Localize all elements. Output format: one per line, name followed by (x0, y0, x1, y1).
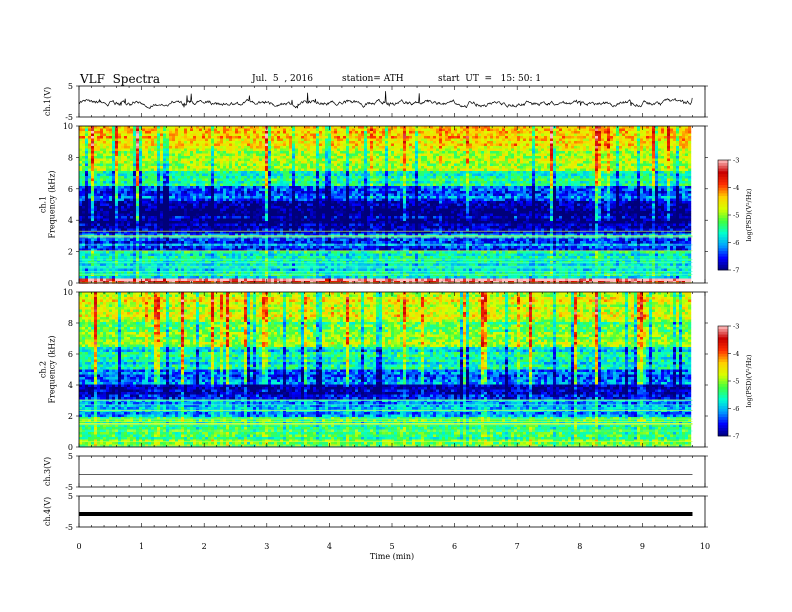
x-tick-label: 7 (515, 542, 520, 551)
ch3-voltage-axes: 5 -5 ch.3(V) (43, 452, 708, 492)
y-tick-label: 4 (68, 381, 73, 390)
colorbar-tick-label: -7 (733, 433, 739, 441)
x-tick-label: 10 (700, 542, 710, 551)
ch1-spectrogram-ylabel: ch.1 (39, 196, 48, 213)
y-tick-label: 10 (63, 288, 73, 297)
x-tick-label: 2 (202, 542, 207, 551)
y-tick-label: 5 (68, 492, 73, 501)
colorbar-tick-label: -4 (733, 184, 739, 192)
y-tick-label: 8 (68, 319, 73, 328)
y-tick-label: 6 (68, 350, 73, 359)
y-tick-label: -5 (65, 523, 73, 532)
ch1-voltage-frame (79, 86, 705, 117)
colorbar-tick-label: -6 (733, 239, 739, 247)
y-tick-label: 8 (68, 153, 73, 162)
y-tick-label: -5 (65, 483, 73, 492)
y-tick-label: 2 (68, 412, 73, 421)
x-tick-label: 5 (389, 542, 394, 551)
ch4-voltage-frame (79, 496, 705, 527)
colorbar-tick-label: -6 (733, 405, 739, 413)
ch4-voltage-ylabel: ch.4(V) (43, 497, 52, 526)
ch1-spectrogram-ylabel: Frequency (kHz) (48, 170, 57, 238)
y-tick-label: 0 (68, 443, 73, 452)
y-tick-label: -5 (65, 113, 73, 122)
ch2-spectrogram-ylabel: ch.2 (39, 361, 48, 378)
colorbar-tick-label: -3 (733, 157, 739, 165)
ch1-spectrogram-colorbar: -3 -4 -5 -6 -7 log(PSD)(V²/Hz) (718, 157, 753, 275)
ch2-spectrogram-colorbar: -3 -4 -5 -6 -7 log(PSD)(V²/Hz) (718, 323, 753, 441)
x-tick-label: 1 (139, 542, 144, 551)
y-tick-label: 2 (68, 248, 73, 257)
x-tick-label: 3 (264, 542, 269, 551)
x-tick-label: 4 (327, 542, 332, 551)
ch3-voltage-frame (79, 456, 705, 487)
colorbar-tick-label: -7 (733, 267, 739, 275)
colorbar-tick-label: -5 (733, 378, 739, 386)
colorbar-label: log(PSD)(V²/Hz) (745, 354, 753, 407)
ch1-voltage-axes: 5 -5 ch.1(V) (43, 82, 708, 122)
ch2-spectrogram-ylabel: Frequency (kHz) (48, 335, 57, 403)
x-axis-label: Time (min) (370, 552, 414, 561)
y-tick-label: 6 (68, 185, 73, 194)
ch1-voltage-ylabel: ch.1(V) (43, 87, 52, 116)
y-tick-label: 4 (68, 216, 73, 225)
y-tick-label: 5 (68, 452, 73, 461)
y-tick-label: 0 (68, 279, 73, 288)
colorbar-tick-label: -3 (733, 323, 739, 331)
x-tick-label: 0 (76, 542, 81, 551)
ch3-voltage-ylabel: ch.3(V) (43, 457, 52, 486)
y-tick-label: 5 (68, 82, 73, 91)
colorbar-tick-label: -5 (733, 212, 739, 220)
colorbar-tick-label: -4 (733, 350, 739, 358)
colorbar-label: log(PSD)(V²/Hz) (745, 188, 753, 241)
x-tick-label: 9 (640, 542, 645, 551)
x-axis: 0 1 2 3 4 5 6 7 8 9 10 Time (min) (76, 542, 710, 561)
ch1-voltage-trace (79, 91, 692, 108)
x-tick-label: 8 (577, 542, 582, 551)
y-tick-label: 10 (63, 122, 73, 131)
x-tick-label: 6 (452, 542, 457, 551)
